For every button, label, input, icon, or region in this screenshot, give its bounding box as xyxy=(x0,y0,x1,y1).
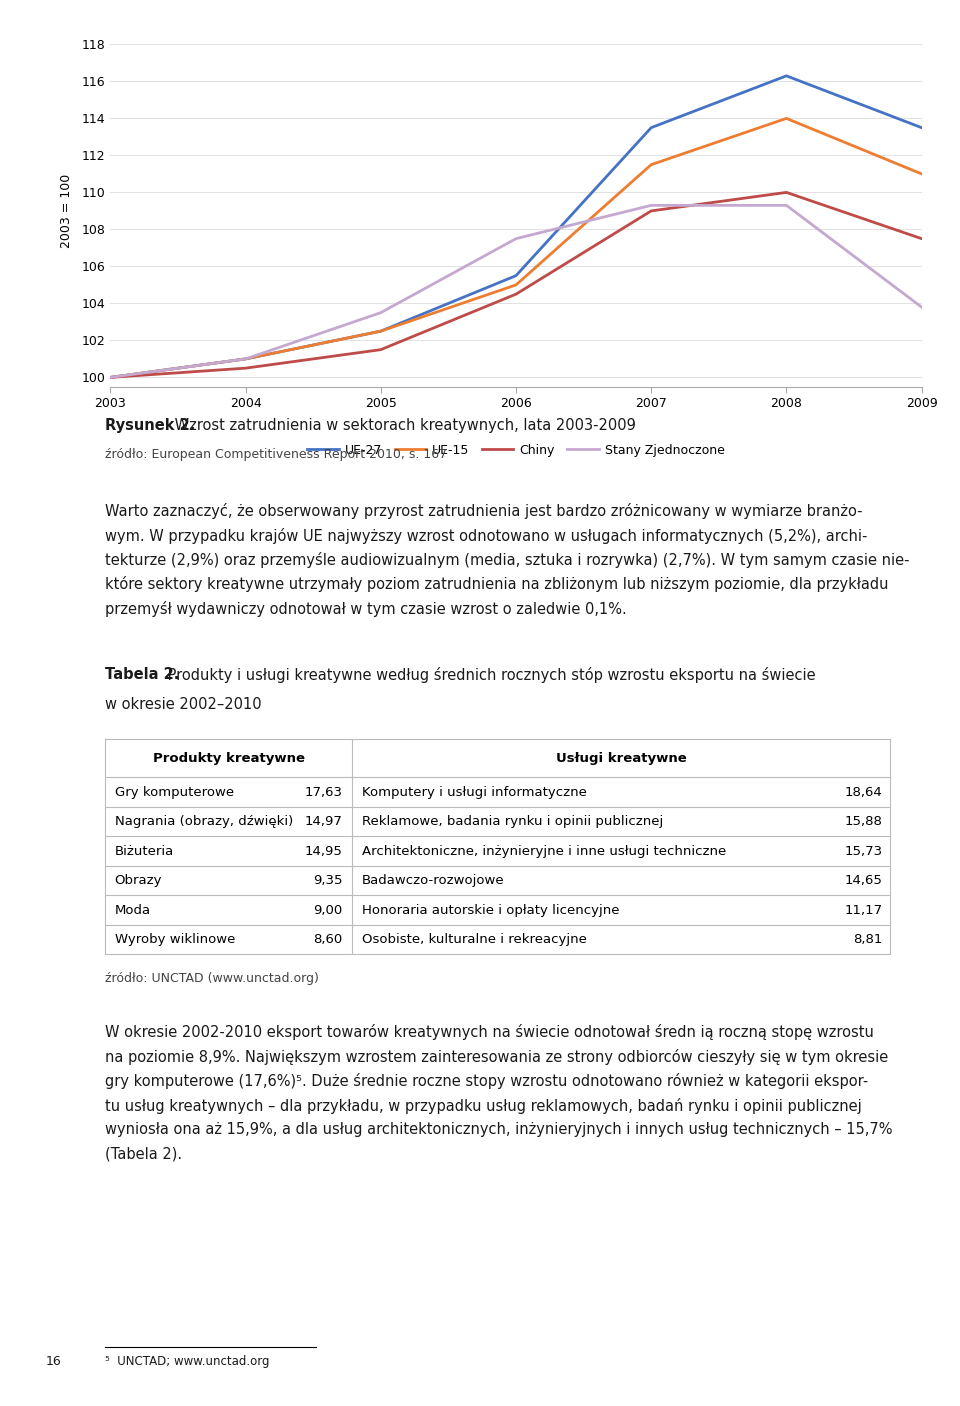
Text: 17,63: 17,63 xyxy=(304,786,343,799)
Text: Produkty kreatywne: Produkty kreatywne xyxy=(153,752,304,765)
Text: na poziomie 8,9%. Największym wzrostem zainteresowania ze strony odbiorców ciesz: na poziomie 8,9%. Największym wzrostem z… xyxy=(105,1049,888,1064)
Text: 11,17: 11,17 xyxy=(844,904,882,917)
Text: 8,81: 8,81 xyxy=(852,934,882,946)
Text: wym. W przypadku krajów UE najwyższy wzrost odnotowano w usługach informatycznyc: wym. W przypadku krajów UE najwyższy wzr… xyxy=(105,527,868,544)
Y-axis label: 2003 = 100: 2003 = 100 xyxy=(60,174,73,247)
Legend: UE-27, UE-15, Chiny, Stany Zjednoczone: UE-27, UE-15, Chiny, Stany Zjednoczone xyxy=(302,439,730,461)
Text: 15,88: 15,88 xyxy=(845,815,882,828)
Text: 15,73: 15,73 xyxy=(844,845,882,858)
Text: 14,95: 14,95 xyxy=(304,845,343,858)
Text: tu usług kreatywnych – dla przykładu, w przypadku usług reklamowych, badań rynku: tu usług kreatywnych – dla przykładu, w … xyxy=(105,1098,862,1114)
Text: Reklamowe, badania rynku i opinii publicznej: Reklamowe, badania rynku i opinii public… xyxy=(362,815,663,828)
Text: Rysunek 2.: Rysunek 2. xyxy=(105,418,196,433)
Text: Komputery i usługi informatyczne: Komputery i usługi informatyczne xyxy=(362,786,587,799)
Text: Usługi kreatywne: Usługi kreatywne xyxy=(556,752,686,765)
Text: Architektoniczne, inżynieryjne i inne usługi techniczne: Architektoniczne, inżynieryjne i inne us… xyxy=(362,845,726,858)
Text: Tabela 2.: Tabela 2. xyxy=(105,668,180,682)
Text: 9,35: 9,35 xyxy=(313,875,343,887)
Text: przemyśł wydawniczy odnotował w tym czasie wzrost o zaledwie 0,1%.: przemyśł wydawniczy odnotował w tym czas… xyxy=(105,600,627,617)
Text: Badawczo-rozwojowe: Badawczo-rozwojowe xyxy=(362,875,505,887)
Text: Nagrania (obrazy, dźwięki): Nagrania (obrazy, dźwięki) xyxy=(114,815,293,828)
Text: Warto zaznaczyć, że obserwowany przyrost zatrudnienia jest bardzo zróżnicowany w: Warto zaznaczyć, że obserwowany przyrost… xyxy=(105,503,862,519)
Text: tekturze (2,9%) oraz przemyśle audiowizualnym (media, sztuka i rozrywka) (2,7%).: tekturze (2,9%) oraz przemyśle audiowizu… xyxy=(105,553,909,568)
Text: Honoraria autorskie i opłaty licencyjne: Honoraria autorskie i opłaty licencyjne xyxy=(362,904,619,917)
Text: 8,60: 8,60 xyxy=(313,934,343,946)
Text: Produkty i usługi kreatywne według średnich rocznych stóp wzrostu eksportu na św: Produkty i usługi kreatywne według średn… xyxy=(162,668,815,683)
Text: W okresie 2002-2010 eksport towarów kreatywnych na świecie odnotował średn ią ro: W okresie 2002-2010 eksport towarów krea… xyxy=(105,1025,874,1040)
Text: 18,64: 18,64 xyxy=(845,786,882,799)
Text: 14,65: 14,65 xyxy=(845,875,882,887)
Text: które sektory kreatywne utrzymały poziom zatrudnienia na zbliżonym lub niższym p: które sektory kreatywne utrzymały poziom… xyxy=(105,576,889,592)
Text: Gry komputerowe: Gry komputerowe xyxy=(114,786,233,799)
Text: źródło: European Competitiveness Report 2010, s. 167: źródło: European Competitiveness Report … xyxy=(105,449,447,461)
Text: Wyroby wiklinowe: Wyroby wiklinowe xyxy=(114,934,235,946)
Text: źródło: UNCTAD (www.unctad.org): źródło: UNCTAD (www.unctad.org) xyxy=(105,973,319,986)
Text: 9,00: 9,00 xyxy=(313,904,343,917)
Text: gry komputerowe (17,6%)⁵. Duże średnie roczne stopy wzrostu odnotowano również w: gry komputerowe (17,6%)⁵. Duże średnie r… xyxy=(105,1074,868,1090)
Text: (Tabela 2).: (Tabela 2). xyxy=(105,1147,182,1161)
Text: Wzrost zatrudnienia w sektorach kreatywnych, lata 2003-2009: Wzrost zatrudnienia w sektorach kreatywn… xyxy=(170,418,636,433)
Text: Moda: Moda xyxy=(114,904,151,917)
Text: Osobiste, kulturalne i rekreacyjne: Osobiste, kulturalne i rekreacyjne xyxy=(362,934,587,946)
Text: wyniosła ona aż 15,9%, a dla usług architektonicznych, inżynieryjnych i innych u: wyniosła ona aż 15,9%, a dla usług archi… xyxy=(105,1122,893,1137)
Text: Obrazy: Obrazy xyxy=(114,875,162,887)
Text: w okresie 2002–2010: w okresie 2002–2010 xyxy=(105,697,262,713)
Text: 14,97: 14,97 xyxy=(304,815,343,828)
Text: 16: 16 xyxy=(45,1355,61,1368)
Text: Biżuteria: Biżuteria xyxy=(114,845,174,858)
Text: ⁵  UNCTAD; www.unctad.org: ⁵ UNCTAD; www.unctad.org xyxy=(105,1355,270,1368)
